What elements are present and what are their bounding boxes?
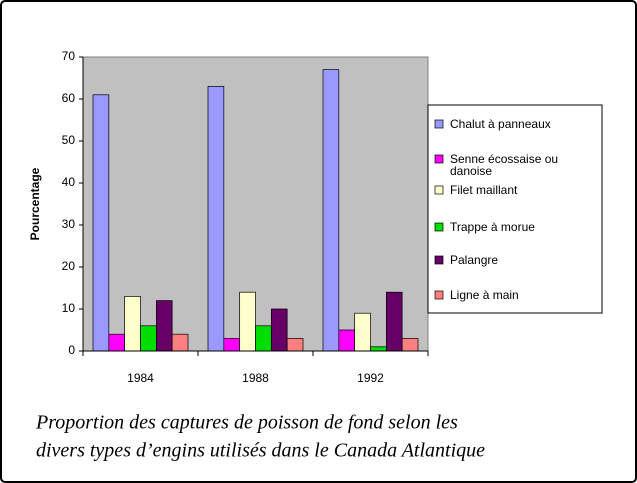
y-tick-label: 30 <box>62 217 76 231</box>
bar <box>255 325 272 352</box>
y-tick-label: 70 <box>62 49 76 63</box>
y-tick-label: 50 <box>62 133 76 147</box>
x-tick-label: 1984 <box>127 371 154 385</box>
y-tick-label: 0 <box>68 343 75 357</box>
y-tick-label: 60 <box>62 91 76 105</box>
bar <box>92 94 110 352</box>
bar <box>171 333 189 352</box>
bar <box>385 291 403 352</box>
bar <box>140 325 157 352</box>
bar <box>270 308 288 352</box>
bar <box>401 338 419 352</box>
legend-swatch <box>434 290 444 300</box>
bar <box>223 338 241 352</box>
legend-label: Palangre <box>450 253 499 267</box>
y-tick-label: 40 <box>62 175 76 189</box>
y-tick-label: 20 <box>62 259 76 273</box>
bar <box>370 346 387 352</box>
caption: Proportion des captures de poisson de fo… <box>35 412 458 434</box>
legend-box <box>427 104 603 314</box>
bar <box>124 296 141 352</box>
bar <box>322 69 340 352</box>
bar <box>108 333 126 352</box>
legend-swatch <box>434 255 444 265</box>
x-tick-label: 1988 <box>242 371 269 385</box>
bar <box>239 291 256 352</box>
legend-label: Filet maillant <box>450 183 518 197</box>
legend-swatch <box>434 222 444 232</box>
bar <box>286 338 304 352</box>
legend-label: Chalut à panneaux <box>450 117 551 131</box>
caption: divers types d’engins utilisés dans le C… <box>36 440 485 462</box>
legend-swatch <box>434 154 444 164</box>
legend-label: Senne écossaise ou danoise <box>450 152 559 178</box>
bar <box>155 300 173 352</box>
bar <box>338 329 356 352</box>
legend-label: Trappe à morue <box>450 220 535 234</box>
legend-label: Ligne à main <box>450 288 519 302</box>
y-axis-label: Pourcentage <box>28 167 42 240</box>
y-tick-label: 10 <box>62 301 76 315</box>
bar <box>354 312 371 352</box>
bar <box>207 86 225 352</box>
legend-swatch <box>434 185 444 195</box>
x-tick-label: 1992 <box>357 371 384 385</box>
legend-swatch <box>434 119 444 129</box>
